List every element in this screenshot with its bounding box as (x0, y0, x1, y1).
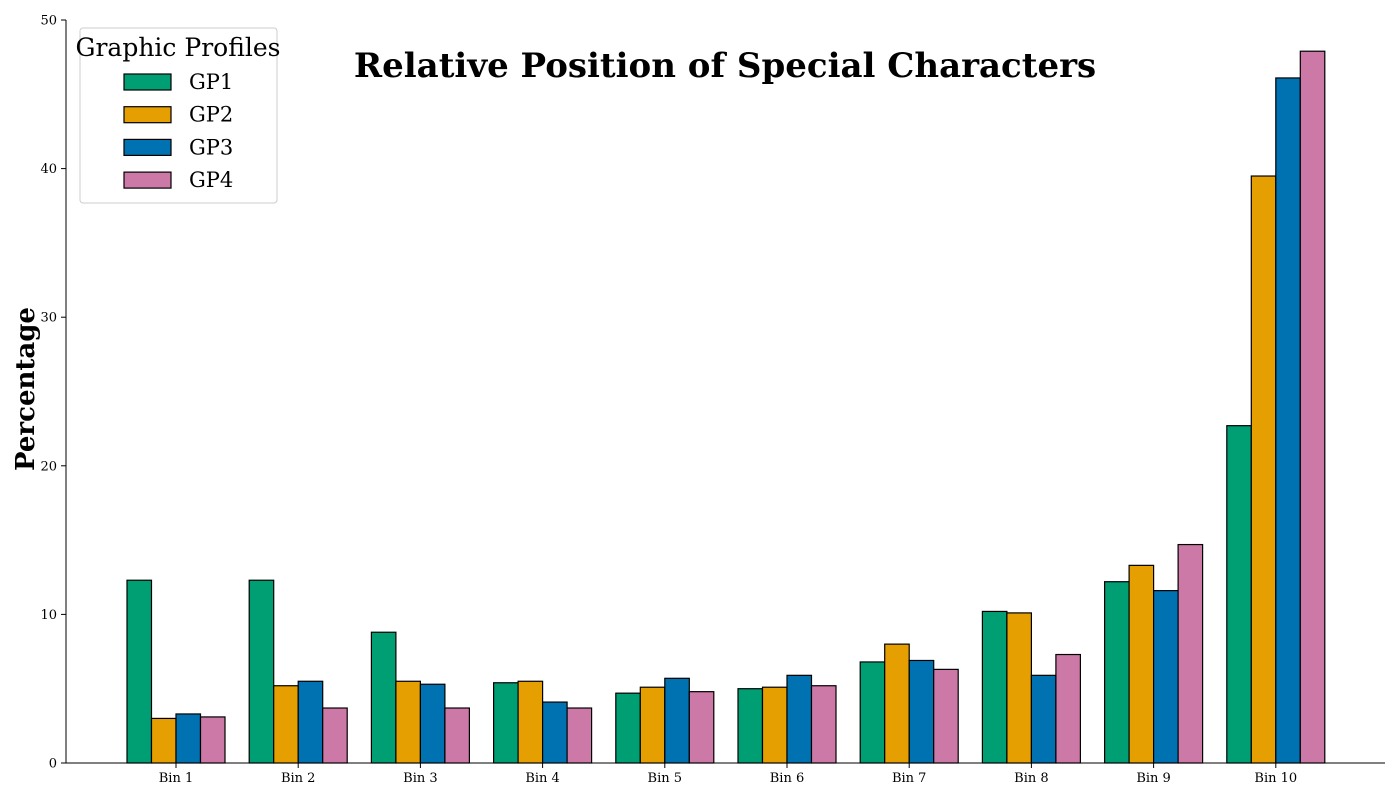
y-tick-label: 0 (49, 757, 57, 772)
x-tick-label: Bin 1 (159, 771, 194, 786)
x-tick-label: Bin 5 (648, 771, 683, 786)
bar-gp3-bin-8 (1030, 674, 1057, 764)
bar-gp1-bin-7 (859, 661, 886, 764)
bar-gp1-bin-3 (370, 631, 397, 764)
bar-gp4-bin-2 (322, 707, 348, 764)
bar-gp3-bin-7 (908, 659, 935, 764)
x-tick-label: Bin 4 (525, 771, 560, 786)
y-tick-label: 20 (40, 459, 57, 474)
bar-gp3-bin-1 (175, 713, 202, 764)
bar-gp4-bin-6 (810, 685, 837, 764)
bar-gp4-bin-7 (933, 668, 959, 764)
bar-gp4-bin-1 (199, 716, 226, 764)
x-tick-label: Bin 9 (1136, 771, 1171, 786)
bar-gp2-bin-6 (761, 686, 788, 764)
bar-gp2-bin-9 (1128, 564, 1155, 764)
bar-gp3-bin-3 (419, 683, 446, 764)
x-tick-label: Bin 2 (281, 771, 316, 786)
bar-gp1-bin-5 (615, 692, 641, 764)
bar-gp4-bin-5 (688, 691, 715, 764)
legend-label-gp1: GP1 (189, 70, 233, 94)
bar-gp2-bin-5 (639, 686, 666, 764)
bar-gp4-bin-10 (1299, 50, 1326, 764)
bar-gp2-bin-2 (273, 685, 299, 764)
legend-swatch-gp4 (123, 171, 172, 189)
bar-gp2-bin-1 (150, 717, 177, 764)
bar-gp1-bin-4 (493, 682, 519, 764)
bar-gp2-bin-3 (395, 680, 421, 764)
legend-frame (79, 27, 278, 204)
y-axis-label: Percentage (11, 307, 41, 471)
x-tick-label: Bin 8 (1014, 771, 1049, 786)
bar-gp1-bin-8 (981, 610, 1008, 764)
bar-gp3-bin-6 (786, 674, 813, 764)
bar-gp3-bin-2 (297, 680, 324, 764)
bar-gp3-bin-5 (664, 677, 690, 764)
x-ticks-group: Bin 1 Bin 2 Bin 3 Bin 4 Bin 5 Bin 6 Bin 7 Bin 8… (159, 763, 1297, 786)
y-tick-label: 50 (40, 14, 57, 29)
bar-gp4-bin-8 (1055, 653, 1082, 764)
bar-gp1-bin-9 (1103, 581, 1130, 764)
bar-gp1-bin-2 (248, 579, 275, 764)
legend-label-gp4: GP4 (189, 168, 233, 192)
bar-gp2-bin-8 (1006, 612, 1033, 764)
legend-label-gp3: GP3 (189, 135, 233, 159)
bar-gp3-bin-4 (541, 701, 568, 764)
x-tick-label: Bin 6 (770, 771, 805, 786)
y-tick-label: 30 (40, 311, 57, 326)
x-tick-label: Bin 10 (1254, 771, 1297, 786)
legend-swatch-gp3 (123, 138, 172, 156)
bar-gp3-bin-10 (1275, 77, 1301, 764)
legend: Graphic Profiles GP1 GP2 GP3 GP4 (76, 27, 281, 204)
bar-gp4-bin-3 (444, 707, 470, 764)
bar-gp1-bin-1 (126, 579, 153, 764)
y-tick-label: 10 (40, 608, 57, 623)
legend-label-gp2: GP2 (189, 103, 233, 127)
y-ticks-group: 0 10 20 30 40 50 (40, 14, 66, 772)
chart-title: Relative Position of Special Characters (354, 46, 1096, 86)
bar-gp3-bin-9 (1152, 590, 1179, 764)
bar-gp2-bin-7 (884, 643, 910, 764)
y-tick-label: 40 (40, 162, 57, 177)
bars-group (126, 50, 1326, 764)
legend-swatch-gp1 (123, 73, 172, 91)
bar-gp2-bin-4 (517, 680, 544, 764)
bar-gp2-bin-10 (1250, 175, 1277, 764)
bar-gp4-bin-4 (566, 707, 593, 764)
x-tick-label: Bin 3 (403, 771, 438, 786)
x-tick-label: Bin 7 (892, 771, 927, 786)
bar-gp1-bin-10 (1226, 425, 1252, 764)
legend-swatch-gp2 (123, 106, 172, 124)
bar-gp4-bin-9 (1177, 543, 1204, 764)
bar-gp1-bin-6 (737, 688, 764, 764)
legend-title: Graphic Profiles (76, 33, 281, 62)
axes-group (65, 20, 1385, 764)
